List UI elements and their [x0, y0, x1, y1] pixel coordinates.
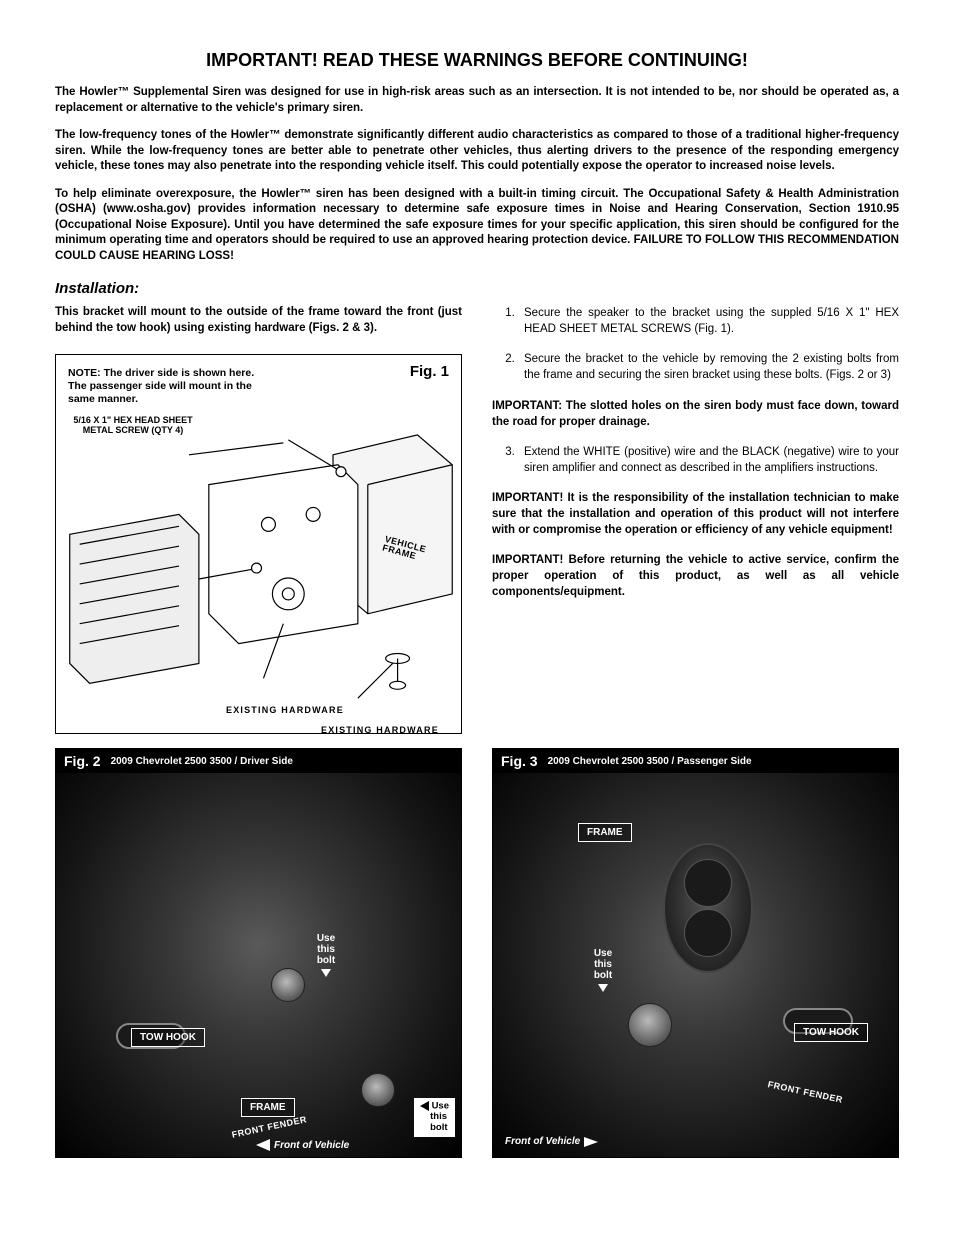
bolt-circle-2	[361, 1073, 395, 1107]
figure-3-use-bolt: Usethisbolt	[588, 948, 618, 992]
figure-1-box: Fig. 1 NOTE: The driver side is shown he…	[55, 354, 462, 734]
step-2: Secure the bracket to the vehicle by rem…	[518, 351, 899, 383]
installation-columns: This bracket will mount to the outside o…	[55, 305, 899, 734]
installation-steps: Secure the speaker to the bracket using …	[492, 305, 899, 383]
figure-2-num: Fig. 2	[64, 753, 101, 769]
figure-3-header: Fig. 3 2009 Chevrolet 2500 3500 / Passen…	[493, 749, 898, 773]
figure-3-front-vehicle: Front of Vehicle	[505, 1136, 598, 1147]
step-1: Secure the speaker to the bracket using …	[518, 305, 899, 337]
important-drainage: IMPORTANT: The slotted holes on the sire…	[492, 398, 899, 430]
figure-2-front-vehicle-text: Front of Vehicle	[274, 1140, 349, 1151]
warning-paragraph-1: The Howler™ Supplemental Siren was desig…	[55, 85, 899, 116]
figure-1-label: Fig. 1	[410, 363, 449, 380]
figure-3-box: Fig. 3 2009 Chevrolet 2500 3500 / Passen…	[492, 748, 899, 1158]
figure-2-box: Fig. 2 2009 Chevrolet 2500 3500 / Driver…	[55, 748, 462, 1158]
figure-3-frame-label: FRAME	[578, 823, 632, 842]
right-column: Secure the speaker to the bracket using …	[492, 305, 899, 734]
step-3: Extend the WHITE (positive) wire and the…	[518, 444, 899, 476]
installation-heading: Installation:	[55, 280, 899, 297]
figure-2-front-vehicle: Front of Vehicle	[256, 1139, 349, 1151]
figure-3-front-vehicle-text: Front of Vehicle	[505, 1136, 580, 1147]
installation-intro: This bracket will mount to the outside o…	[55, 305, 462, 336]
important-technician: IMPORTANT! It is the responsibility of t…	[492, 490, 899, 538]
figure-2-use-bolt-2: Use this bolt	[414, 1098, 455, 1137]
warning-paragraph-2: The low-frequency tones of the Howler™ d…	[55, 128, 899, 175]
figure-1-note: NOTE: The driver side is shown here. The…	[68, 367, 258, 406]
page-title: IMPORTANT! READ THESE WARNINGS BEFORE CO…	[55, 50, 899, 71]
important-return: IMPORTANT! Before returning the vehicle …	[492, 552, 899, 600]
speaker-oval	[663, 843, 753, 973]
figure-2-use-bolt-1: Usethisbolt	[311, 933, 341, 977]
left-column: This bracket will mount to the outside o…	[55, 305, 462, 734]
figure-2-photo: TOW HOOK FRAME Usethisbolt FRONT FENDER …	[56, 773, 461, 1157]
bolt-circle-1	[271, 968, 305, 1002]
figure-3-front-fender: FRONT FENDER	[766, 1079, 843, 1105]
figure-2-tow-hook-label: TOW HOOK	[131, 1028, 205, 1047]
photo-row: Fig. 2 2009 Chevrolet 2500 3500 / Driver…	[55, 748, 899, 1158]
figure-2-frame-label: FRAME	[241, 1098, 295, 1117]
warning-paragraph-3: To help eliminate overexposure, the Howl…	[55, 187, 899, 265]
installation-steps-cont: Extend the WHITE (positive) wire and the…	[492, 444, 899, 476]
figure-1-existing-hw-2: EXISTING HARDWARE	[321, 725, 439, 734]
figure-3-num: Fig. 3	[501, 753, 538, 769]
bolt-circle-3	[628, 1003, 672, 1047]
figure-1-existing-hw-1: EXISTING HARDWARE	[226, 705, 344, 715]
figure-3-photo: FRAME Usethisbolt TOW HOOK FRONT FENDER …	[493, 773, 898, 1157]
figure-1-svg	[56, 425, 461, 733]
figure-3-tow-hook-label: TOW HOOK	[794, 1023, 868, 1042]
figure-2-front-fender: FRONT FENDER	[231, 1114, 308, 1140]
figure-2-caption: 2009 Chevrolet 2500 3500 / Driver Side	[111, 756, 293, 767]
figure-1-drawing: VEHICLEFRAME EXISTING HARDWARE EXISTING …	[56, 425, 461, 733]
figure-2-header: Fig. 2 2009 Chevrolet 2500 3500 / Driver…	[56, 749, 461, 773]
figure-3-caption: 2009 Chevrolet 2500 3500 / Passenger Sid…	[548, 756, 752, 767]
